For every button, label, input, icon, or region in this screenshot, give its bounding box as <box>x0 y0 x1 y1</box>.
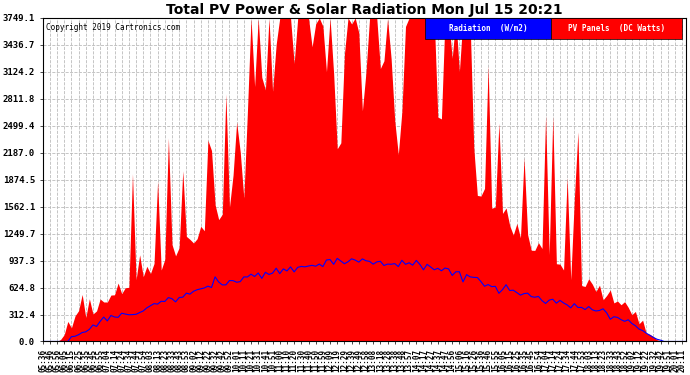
Title: Total PV Power & Solar Radiation Mon Jul 15 20:21: Total PV Power & Solar Radiation Mon Jul… <box>166 3 562 17</box>
FancyBboxPatch shape <box>425 18 551 39</box>
Text: Copyright 2019 Cartronics.com: Copyright 2019 Cartronics.com <box>46 23 180 32</box>
Text: Radiation  (W/m2): Radiation (W/m2) <box>448 24 527 33</box>
Text: PV Panels  (DC Watts): PV Panels (DC Watts) <box>568 24 665 33</box>
FancyBboxPatch shape <box>551 18 682 39</box>
